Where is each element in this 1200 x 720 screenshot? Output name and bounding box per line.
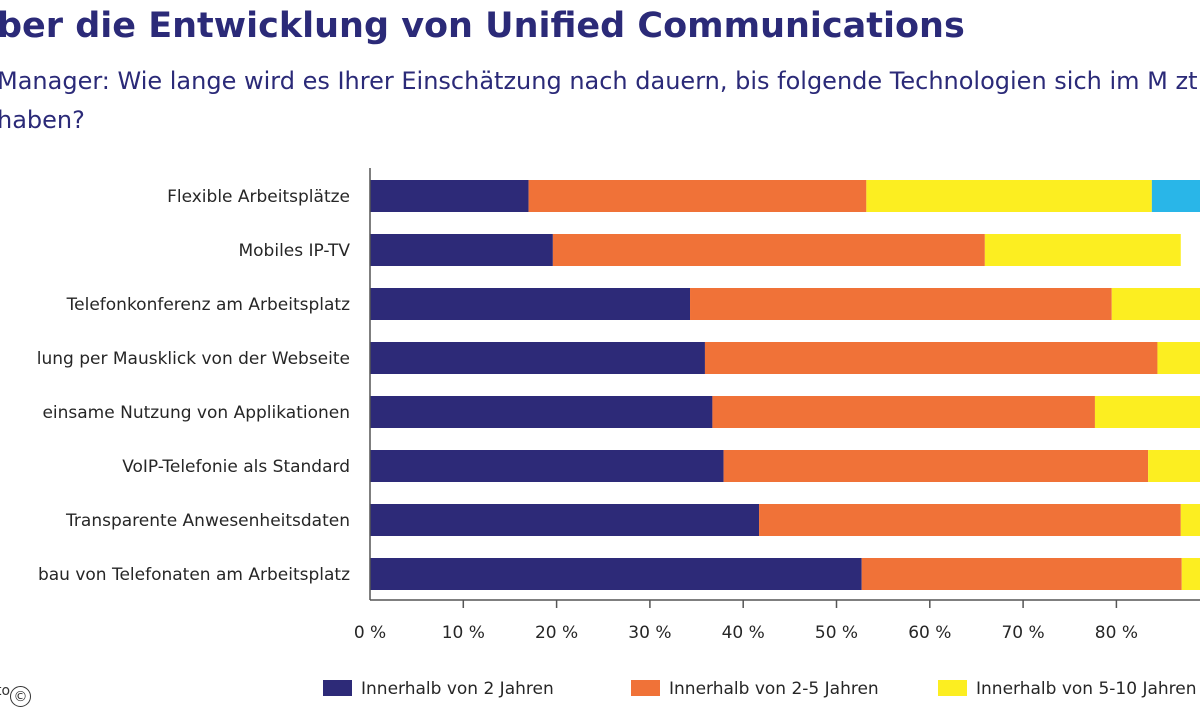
category-label: bau von Telefonaten am Arbeitsplatz (38, 565, 350, 585)
x-tick-label: 80 % (1095, 623, 1138, 643)
category-label: Mobiles IP-TV (238, 241, 350, 261)
chart-subtitle: Manager: Wie lange wird es Ihrer Einschä… (0, 67, 1198, 134)
bar-segment-2-1 (370, 234, 553, 266)
bar-segment-1-4 (1151, 180, 1200, 212)
bar-segment-4-2 (704, 342, 1158, 374)
legend-label: Innerhalb von 2-5 Jahren (669, 679, 879, 699)
x-tick-label: 60 % (908, 623, 951, 643)
legend-swatch (323, 680, 352, 696)
bar-segment-8-1 (370, 558, 862, 590)
x-tick-label: 20 % (535, 623, 578, 643)
bar-segment-8-3 (1181, 558, 1200, 590)
copyright-icon: © (10, 686, 31, 707)
bar-segment-3-2 (690, 288, 1112, 320)
bar-segment-6-2 (723, 450, 1149, 482)
x-tick-label: 10 % (442, 623, 485, 643)
legend-swatch (631, 680, 660, 696)
x-tick-label: 50 % (815, 623, 858, 643)
legend-label: Innerhalb von 5-10 Jahren (976, 679, 1197, 699)
category-label: VoIP-Telefonie als Standard (122, 457, 350, 477)
bar-segment-4-1 (370, 342, 705, 374)
bar-segment-6-1 (370, 450, 724, 482)
legend-label: Innerhalb von 2 Jahren (361, 679, 554, 699)
bar-segment-7-3 (1180, 504, 1200, 536)
x-tick-label: 30 % (628, 623, 671, 643)
bar-segment-3-1 (370, 288, 691, 320)
bar-segment-5-1 (370, 396, 713, 428)
bar-segment-8-2 (861, 558, 1182, 590)
bar-segment-4-3 (1157, 342, 1200, 374)
bar-segment-5-2 (712, 396, 1095, 428)
bar-segment-1-3 (866, 180, 1152, 212)
category-label: Transparente Anwesenheitsdaten (65, 511, 350, 531)
category-label: lung per Mausklick von der Webseite (37, 349, 350, 369)
bar-segment-3-3 (1111, 288, 1200, 320)
bar-segment-2-3 (984, 234, 1181, 266)
bar-segment-2-2 (552, 234, 985, 266)
x-tick-label: 0 % (354, 623, 386, 643)
x-tick-label: 40 % (722, 623, 765, 643)
bar-segment-7-1 (370, 504, 760, 536)
legend-swatch (938, 680, 967, 696)
category-label: einsame Nutzung von Applikationen (42, 403, 350, 423)
bar-segment-1-2 (528, 180, 867, 212)
category-label: Flexible Arbeitsplätze (167, 187, 350, 207)
chart-title: ber die Entwicklung von Unified Communic… (0, 6, 965, 46)
bar-segment-5-3 (1094, 396, 1200, 428)
x-tick-label: 70 % (1001, 623, 1044, 643)
bar-segment-1-1 (370, 180, 529, 212)
bar-segment-6-3 (1148, 450, 1200, 482)
category-label: Telefonkonferenz am Arbeitsplatz (66, 295, 350, 315)
photo-credit: to (0, 683, 11, 699)
bar-segment-7-2 (759, 504, 1181, 536)
